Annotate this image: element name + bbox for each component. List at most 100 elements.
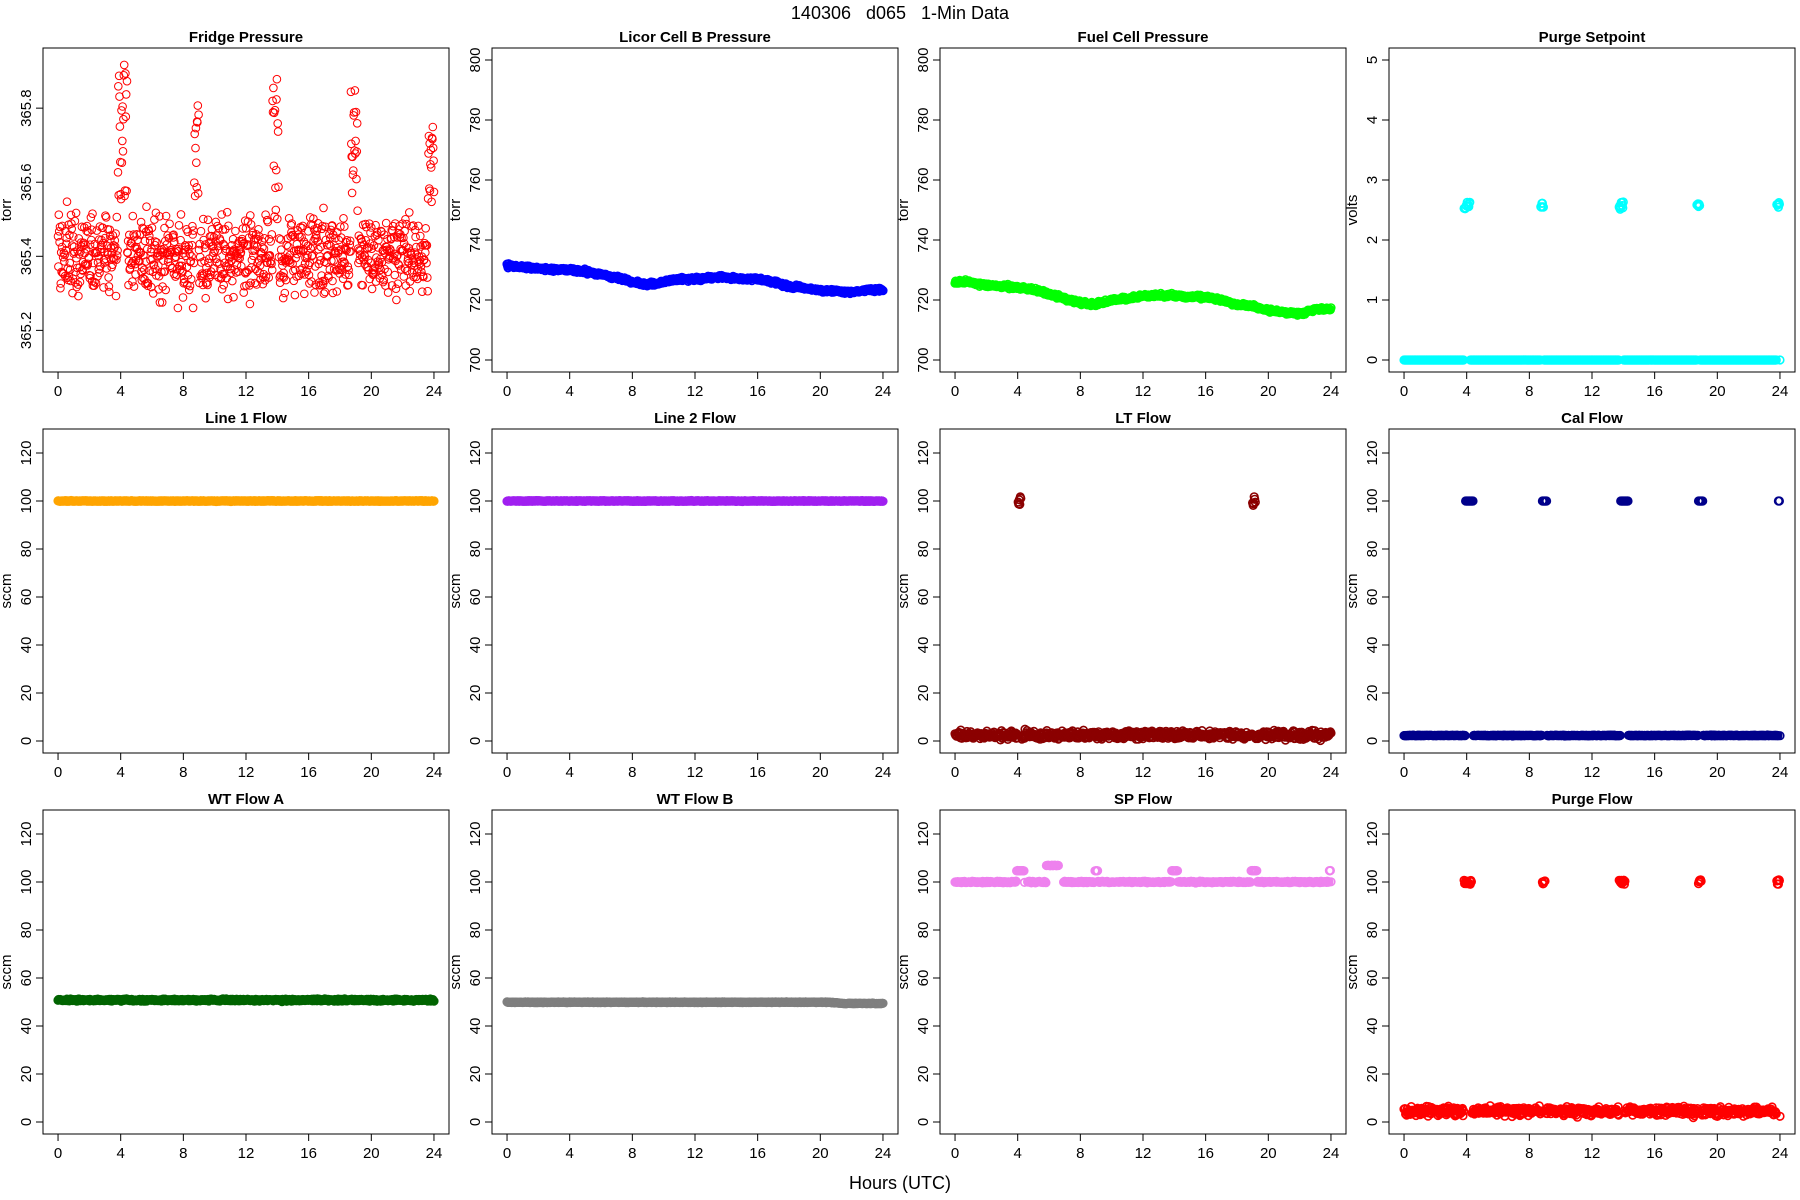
data-point [217, 210, 226, 219]
x-tick-label: 16 [749, 764, 766, 781]
data-point [284, 242, 293, 251]
x-tick-label: 4 [566, 764, 574, 781]
data-point [274, 182, 283, 192]
data-point [273, 119, 283, 128]
data-point [325, 233, 335, 243]
x-tick-label: 12 [238, 383, 255, 400]
x-tick-label: 12 [687, 764, 704, 781]
data-point [339, 214, 348, 223]
plot-frame [491, 47, 899, 373]
y-tick-label: 0 [18, 737, 35, 745]
data-point [60, 250, 69, 260]
data-point [298, 221, 308, 231]
y-tick-label: 700 [915, 347, 932, 372]
data-point [268, 96, 277, 106]
x-tick-label: 24 [426, 383, 443, 400]
data-point [275, 234, 284, 243]
data-point [66, 276, 75, 286]
data-point [345, 236, 355, 246]
data-point [118, 147, 128, 156]
data-point [155, 212, 164, 221]
data-points [502, 259, 888, 299]
data-point [117, 106, 126, 115]
data-point [128, 277, 137, 286]
x-tick-label: 24 [1772, 383, 1789, 400]
y-tick-label: 40 [18, 637, 35, 654]
y-tick-label: 2 [1364, 236, 1381, 244]
y-tick-label: 100 [18, 488, 35, 513]
y-tick-label: 5 [1364, 56, 1381, 64]
data-point [176, 210, 186, 219]
data-point [56, 283, 65, 293]
x-tick-label: 12 [1584, 383, 1601, 400]
data-point [168, 233, 178, 242]
y-tick-label: 120 [467, 440, 484, 465]
data-point [249, 235, 259, 244]
data-point [199, 214, 208, 224]
y-tick-label: 780 [467, 107, 484, 132]
data-point [383, 288, 393, 297]
y-tick-label: 720 [915, 287, 932, 312]
data-point [391, 284, 401, 294]
data-point [271, 205, 281, 215]
data-point [388, 221, 398, 231]
data-point [261, 210, 270, 219]
data-point [208, 241, 218, 251]
data-point [269, 83, 278, 93]
data-point [289, 276, 299, 286]
data-points [950, 492, 1336, 746]
data-point [188, 230, 197, 239]
data-point [264, 273, 274, 282]
data-point [87, 225, 96, 234]
x-tick-label: 16 [1646, 383, 1663, 400]
data-point [246, 220, 256, 229]
data-point [81, 240, 90, 249]
data-point [267, 259, 276, 269]
y-tick-label: 720 [467, 287, 484, 312]
plot-frame [491, 428, 899, 754]
data-point [145, 236, 155, 245]
plot-frame [42, 428, 450, 754]
data-point [332, 287, 342, 296]
data-point [270, 105, 280, 115]
data-point [131, 270, 140, 279]
data-points [502, 495, 888, 507]
data-point [136, 248, 145, 258]
data-point [224, 221, 233, 231]
data-point [267, 265, 277, 275]
x-tick-label: 8 [628, 383, 636, 400]
data-point [383, 267, 393, 277]
data-point [238, 224, 248, 233]
data-point [121, 112, 131, 121]
panel-title: Purge Setpoint [1539, 29, 1646, 46]
data-point [427, 197, 436, 207]
data-point [309, 214, 318, 223]
data-point [394, 259, 403, 269]
data-point [76, 247, 85, 256]
data-point [428, 143, 438, 153]
y-tick-label: 20 [18, 685, 35, 702]
data-point [347, 139, 356, 149]
data-point [423, 286, 433, 296]
data-point [341, 270, 350, 279]
data-points [53, 60, 439, 313]
x-tick-label: 20 [1260, 383, 1277, 400]
data-point [100, 233, 110, 243]
data-point [350, 86, 360, 95]
data-point [152, 238, 161, 247]
data-point [254, 232, 264, 241]
data-point [426, 145, 436, 155]
plot-frame [939, 47, 1347, 373]
data-point [400, 264, 410, 274]
data-point [258, 243, 267, 252]
data-point [89, 281, 99, 291]
data-point [340, 222, 349, 231]
y-tick-label: 80 [467, 541, 484, 558]
data-point [65, 258, 75, 268]
data-point [191, 123, 201, 133]
data-point [193, 189, 203, 198]
data-point [411, 232, 420, 242]
